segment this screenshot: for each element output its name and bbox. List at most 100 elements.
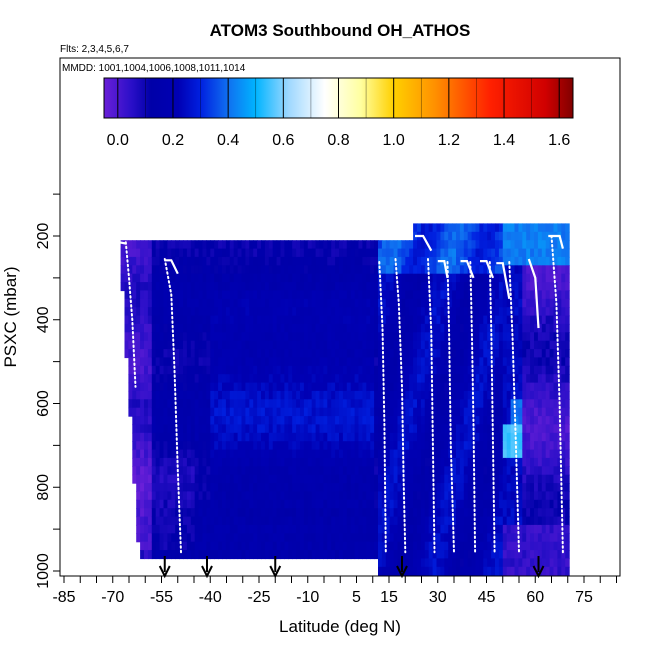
heatmap-cell — [261, 340, 266, 350]
heatmap-cell — [565, 282, 570, 292]
heatmap-cell — [432, 282, 438, 292]
heatmap-cell — [300, 240, 305, 250]
heatmap-cell — [198, 332, 204, 342]
heatmap-cell — [452, 457, 457, 467]
heatmap-cell — [471, 231, 477, 241]
heatmap-cell — [163, 424, 168, 434]
heatmap-cell — [346, 290, 352, 300]
heatmap-cell — [362, 407, 367, 417]
heatmap-cell — [210, 382, 215, 392]
heatmap-cell — [225, 340, 231, 350]
heatmap-cell — [413, 382, 418, 392]
heatmap-cell — [553, 357, 558, 367]
heatmap-cell — [534, 323, 539, 333]
heatmap-cell — [222, 541, 227, 551]
heatmap-cell — [378, 516, 383, 526]
heatmap-cell — [284, 248, 289, 258]
heatmap-cell — [311, 516, 317, 526]
heatmap-cell — [257, 491, 262, 501]
heatmap-cell — [424, 550, 430, 560]
heatmap-cell — [284, 416, 289, 426]
heatmap-cell — [514, 390, 519, 400]
heatmap-cell — [440, 424, 445, 434]
heatmap-cell — [249, 441, 254, 451]
heatmap-cell — [459, 290, 465, 300]
heatmap-cell — [323, 273, 328, 283]
heatmap-cell — [327, 273, 332, 283]
x-tick-label: -70 — [101, 589, 124, 606]
heatmap-cell — [124, 340, 129, 350]
heatmap-cell — [389, 516, 395, 526]
heatmap-cell — [241, 248, 246, 258]
heatmap-cell — [136, 474, 141, 484]
heatmap-cell — [163, 508, 168, 518]
heatmap-cell — [463, 457, 469, 467]
heatmap-cell — [440, 265, 445, 275]
heatmap-cell — [471, 533, 477, 543]
heatmap-cell — [526, 558, 531, 568]
heatmap-cell — [311, 365, 317, 375]
heatmap-cell — [518, 240, 523, 250]
heatmap-cell — [163, 550, 168, 560]
heatmap-cell — [225, 282, 231, 292]
heatmap-cell — [264, 340, 270, 350]
heatmap-cell — [487, 332, 492, 342]
heatmap-cell — [452, 332, 457, 342]
heatmap-cell — [565, 558, 570, 568]
heatmap-cell — [541, 432, 547, 442]
heatmap-cell — [257, 508, 262, 518]
heatmap-cell — [253, 332, 258, 342]
heatmap-cell — [374, 516, 379, 526]
heatmap-cell — [307, 424, 313, 434]
heatmap-cell — [241, 474, 246, 484]
heatmap-cell — [440, 315, 445, 325]
heatmap-cell — [448, 499, 453, 509]
heatmap-cell — [342, 466, 348, 476]
heatmap-cell — [491, 323, 496, 333]
heatmap-cell — [518, 282, 523, 292]
heatmap-cell — [198, 298, 204, 308]
heatmap-cell — [151, 298, 157, 308]
heatmap-cell — [268, 240, 274, 250]
heatmap-cell — [229, 357, 235, 367]
heatmap-cell — [155, 273, 161, 283]
heatmap-cell — [541, 457, 547, 467]
heatmap-cell — [498, 558, 504, 568]
heatmap-cell — [210, 307, 215, 317]
heatmap-cell — [417, 550, 422, 560]
heatmap-cell — [315, 365, 321, 375]
heatmap-cell — [253, 240, 258, 250]
heatmap-cell — [179, 248, 184, 258]
heatmap-cell — [194, 290, 200, 300]
heatmap-cell — [518, 499, 523, 509]
heatmap-cell — [284, 466, 289, 476]
heatmap-cell — [409, 273, 414, 283]
heatmap-cell — [159, 374, 165, 384]
heatmap-cell — [222, 340, 227, 350]
heatmap-cell — [292, 298, 297, 308]
heatmap-cell — [487, 340, 492, 350]
heatmap-cell — [272, 432, 278, 442]
heatmap-cell — [222, 474, 227, 484]
heatmap-cell — [417, 516, 422, 526]
heatmap-cell — [358, 307, 363, 317]
heatmap-cell — [233, 357, 239, 367]
heatmap-cell — [331, 256, 336, 266]
heatmap-cell — [198, 248, 204, 258]
heatmap-cell — [495, 441, 500, 451]
heatmap-cell — [147, 483, 153, 493]
flight-profile-segment — [548, 234, 564, 249]
heatmap-cell — [444, 248, 449, 258]
heatmap-cell — [311, 390, 317, 400]
heatmap-cell — [397, 441, 402, 451]
heatmap-cell — [526, 323, 531, 333]
heatmap-cell — [186, 390, 192, 400]
heatmap-cell — [257, 399, 262, 409]
heatmap-cell — [190, 483, 196, 493]
heatmap-cell — [233, 416, 239, 426]
heatmap-cell — [237, 273, 243, 283]
heatmap-cell — [483, 474, 488, 484]
heatmap-cell — [420, 256, 426, 266]
heatmap-cell — [467, 499, 473, 509]
heatmap-cell — [506, 265, 512, 275]
